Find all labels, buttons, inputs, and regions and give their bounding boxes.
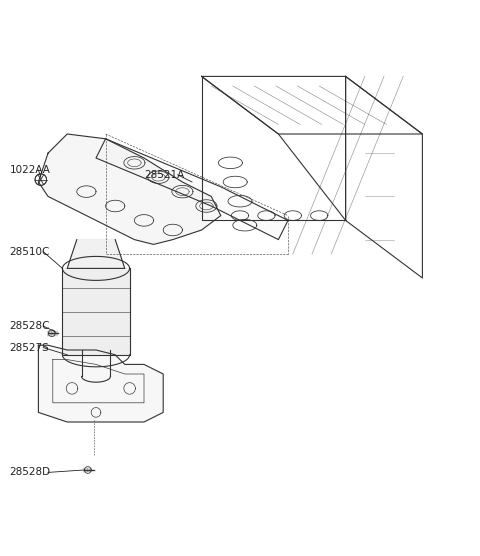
Text: 28527S: 28527S [10,342,49,353]
Polygon shape [96,139,288,240]
Polygon shape [62,269,130,355]
Text: 28521A: 28521A [144,170,184,180]
Polygon shape [38,134,221,245]
Polygon shape [67,240,125,269]
Text: 28528D: 28528D [10,468,51,478]
Polygon shape [38,345,163,422]
Text: 28510C: 28510C [10,247,50,257]
Text: 1022AA: 1022AA [10,165,50,175]
Text: 28528C: 28528C [10,321,50,331]
